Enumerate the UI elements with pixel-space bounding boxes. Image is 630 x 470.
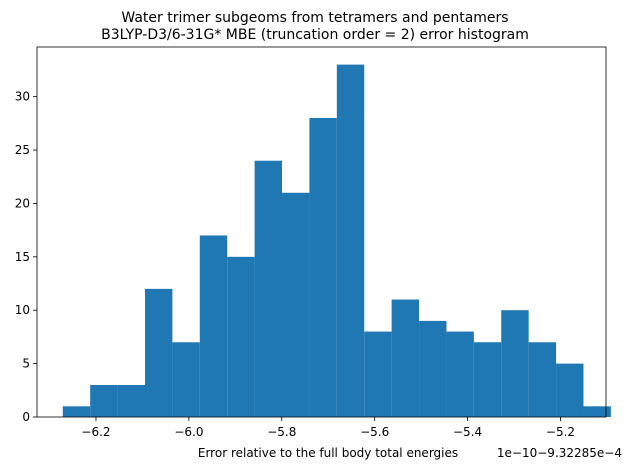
x-tick-label: −5.6 xyxy=(360,425,389,439)
histogram-bar xyxy=(419,320,447,417)
histogram-bar xyxy=(391,299,420,417)
histogram-bar xyxy=(117,384,145,417)
histogram-bar xyxy=(172,342,200,417)
histogram-bar xyxy=(446,331,474,417)
y-tick-label: 30 xyxy=(15,90,30,104)
y-tick-label: 20 xyxy=(15,196,30,210)
x-tick-label: −5.8 xyxy=(267,425,296,439)
histogram-bar xyxy=(583,406,611,417)
histogram-bar xyxy=(336,64,365,417)
y-ticks-group: 0 5 10 15 20 25 30 xyxy=(15,90,37,424)
y-tick-label: 0 xyxy=(22,410,30,424)
histogram-bar xyxy=(144,288,173,417)
y-tick-label: 5 xyxy=(22,357,30,371)
histogram-bar xyxy=(199,235,228,417)
histogram-bar xyxy=(501,310,529,417)
x-tick-label: −6.0 xyxy=(174,425,203,439)
x-axis-label: Error relative to the full body total en… xyxy=(198,446,458,460)
bars-group xyxy=(62,64,611,417)
histogram-bar xyxy=(528,342,557,417)
histogram-bar xyxy=(254,160,283,417)
x-tick-label: −6.2 xyxy=(81,425,110,439)
y-tick-label: 25 xyxy=(15,143,30,157)
histogram-bar xyxy=(62,406,91,417)
chart-title-line-2: B3LYP-D3/6-31G* MBE (truncation order = … xyxy=(101,27,529,43)
plot-frame xyxy=(36,46,607,418)
y-tick-label: 15 xyxy=(15,250,30,264)
x-tick-label: −5.4 xyxy=(453,425,482,439)
chart-title-line-1: Water trimer subgeoms from tetramers and… xyxy=(121,10,508,26)
histogram-bar xyxy=(473,342,502,417)
y-tick-label: 10 xyxy=(15,303,30,317)
histogram-bar xyxy=(556,363,584,417)
histogram-bar xyxy=(309,118,337,417)
histogram-bar xyxy=(227,256,255,417)
x-tick-label: −5.2 xyxy=(546,425,575,439)
histogram-bar xyxy=(364,331,392,417)
histogram-bar xyxy=(90,384,118,417)
x-axis-offset-text: 1e−10−9.32285e−4 xyxy=(497,446,622,460)
histogram-bar xyxy=(282,192,310,417)
x-ticks-group: −6.2 −6.0 −5.8 −5.6 −5.4 −5.2 xyxy=(81,417,575,439)
